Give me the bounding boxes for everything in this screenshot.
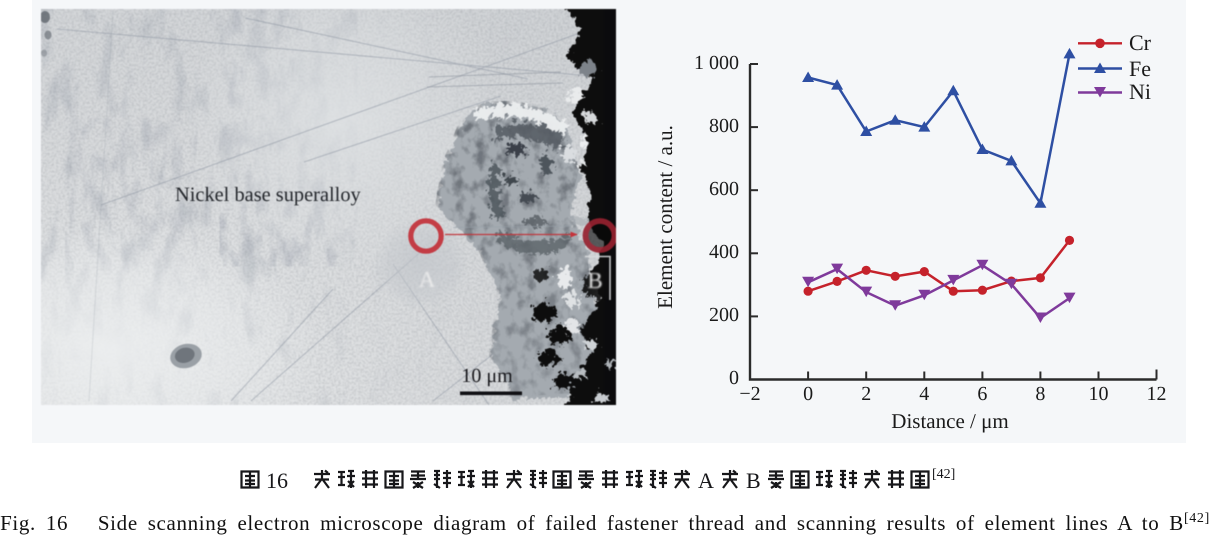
svg-text:Distance / μm: Distance / μm (891, 409, 1008, 433)
svg-text:Ni: Ni (1129, 79, 1151, 104)
svg-text:A: A (419, 267, 436, 292)
svg-text:0: 0 (729, 367, 739, 389)
svg-text:200: 200 (709, 304, 739, 326)
svg-text:Nickel base superalloy: Nickel base superalloy (175, 184, 362, 206)
svg-text:Cr: Cr (1129, 30, 1152, 55)
svg-text:1 000: 1 000 (694, 52, 739, 74)
svg-text:−2: −2 (739, 383, 760, 405)
svg-text:10: 10 (1089, 383, 1109, 405)
svg-text:0: 0 (803, 383, 813, 405)
svg-text:4: 4 (919, 383, 929, 405)
svg-text:[42]: [42] (932, 467, 955, 482)
svg-text:2: 2 (861, 383, 871, 405)
svg-text:B: B (746, 468, 761, 493)
svg-text:10 μm: 10 μm (461, 365, 513, 387)
svg-text:800: 800 (709, 115, 739, 137)
svg-text:400: 400 (709, 241, 739, 263)
svg-text:600: 600 (709, 178, 739, 200)
svg-text:Element content / a.u.: Element content / a.u. (653, 125, 677, 309)
svg-text:8: 8 (1035, 383, 1045, 405)
svg-text:A: A (698, 468, 714, 493)
svg-text:6: 6 (977, 383, 987, 405)
svg-text:Fe: Fe (1129, 56, 1151, 81)
svg-text:16: 16 (266, 468, 288, 493)
svg-text:B: B (587, 268, 602, 293)
svg-text:12: 12 (1147, 383, 1167, 405)
